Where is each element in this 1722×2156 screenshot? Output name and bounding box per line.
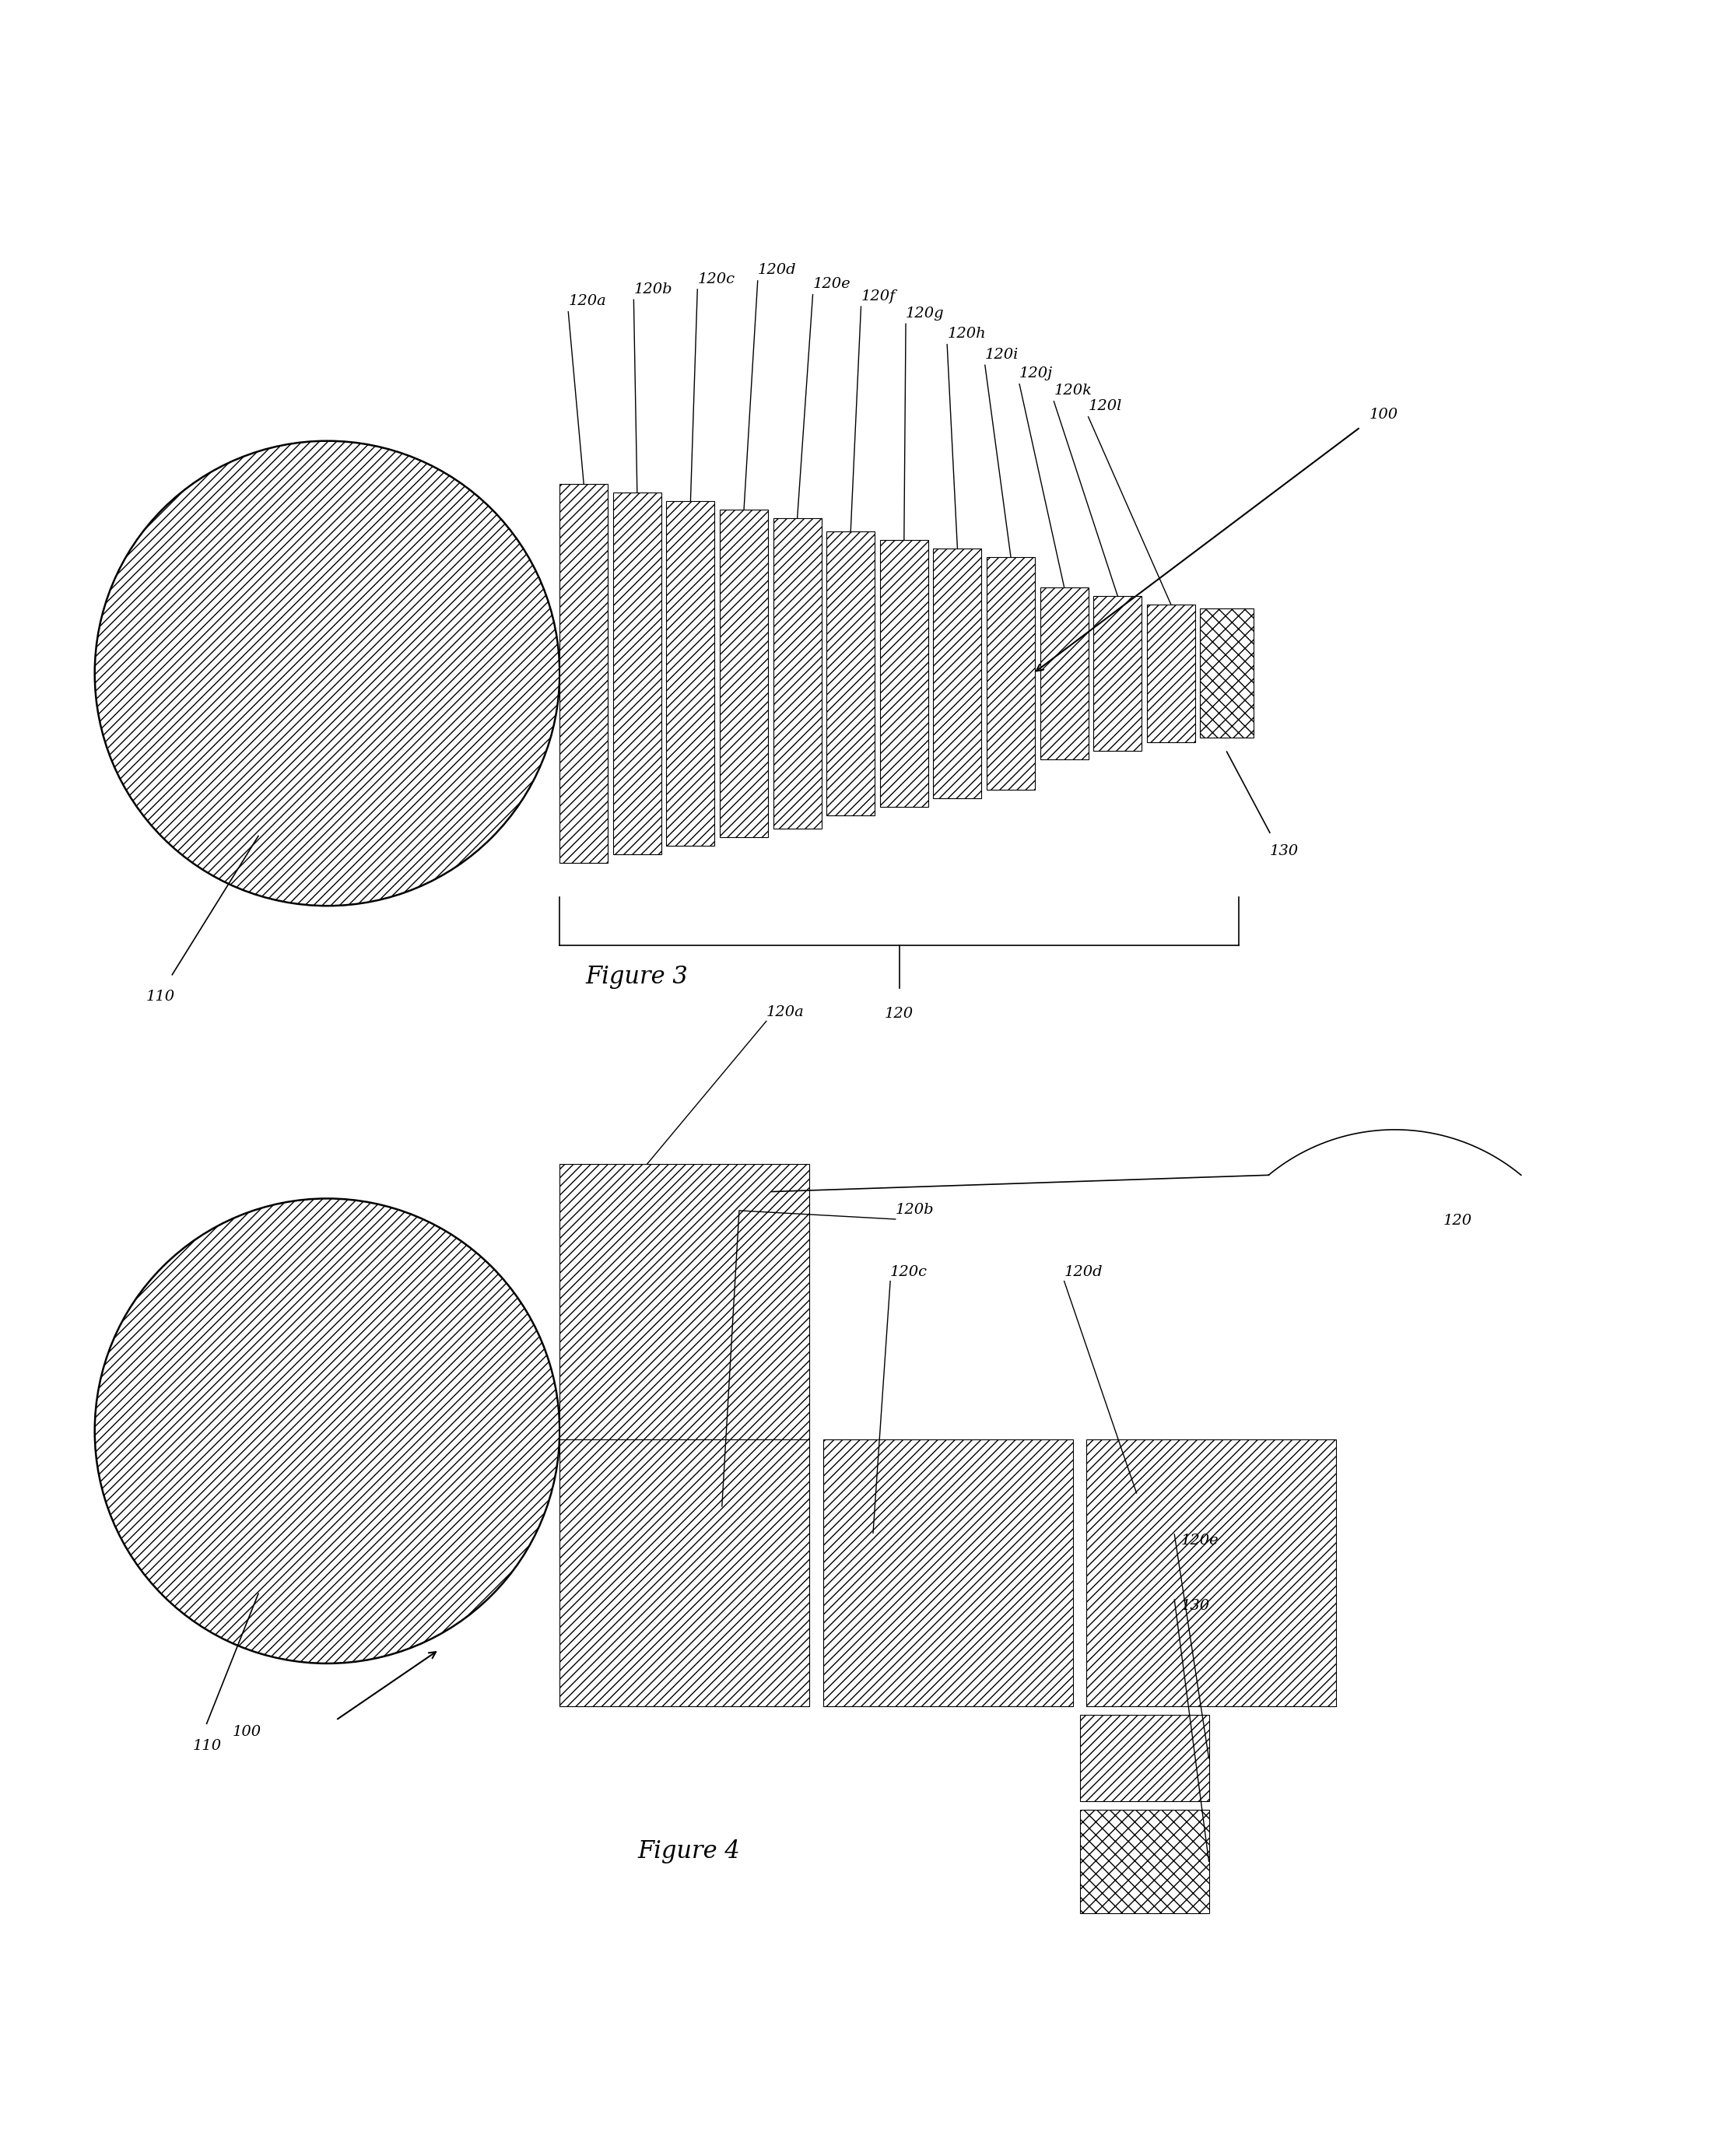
Bar	[1080, 1714, 1209, 1800]
Text: 130: 130	[1269, 845, 1298, 858]
Text: 120d: 120d	[1064, 1266, 1102, 1279]
Bar	[666, 500, 715, 845]
Bar	[987, 556, 1035, 789]
Text: 120: 120	[1443, 1214, 1472, 1227]
Bar	[1080, 1809, 1209, 1912]
Text: 120a: 120a	[766, 1005, 804, 1020]
Text: 120l: 120l	[1088, 399, 1123, 414]
Bar	[1200, 608, 1254, 737]
Text: 120e: 120e	[813, 278, 851, 291]
Text: 120k: 120k	[1054, 384, 1092, 399]
Text: 120b: 120b	[634, 282, 672, 295]
Bar	[613, 492, 661, 854]
Text: 110: 110	[146, 990, 176, 1005]
Bar	[827, 530, 875, 815]
Text: Figure 3: Figure 3	[585, 964, 689, 990]
Text: 120b: 120b	[895, 1203, 933, 1218]
Bar	[720, 509, 768, 837]
Bar	[1087, 1440, 1336, 1705]
Bar	[773, 517, 821, 828]
Text: 110: 110	[193, 1738, 222, 1753]
Text: 100: 100	[232, 1725, 262, 1740]
Bar	[933, 548, 982, 798]
Text: 100: 100	[1369, 407, 1398, 423]
Text: 120i: 120i	[985, 347, 1019, 362]
Text: 120h: 120h	[947, 328, 985, 341]
Bar	[1093, 595, 1142, 750]
Text: 120a: 120a	[568, 295, 606, 308]
Circle shape	[95, 442, 560, 906]
Text: 120e: 120e	[1181, 1533, 1219, 1548]
Bar	[1040, 586, 1088, 759]
Text: 120c: 120c	[890, 1266, 928, 1279]
Text: 120f: 120f	[861, 289, 895, 304]
Text: 120g: 120g	[906, 306, 944, 321]
Bar	[560, 483, 608, 862]
Bar	[560, 1164, 809, 1440]
Text: 120c: 120c	[697, 272, 735, 287]
Text: Figure 4: Figure 4	[637, 1839, 740, 1863]
Bar	[880, 539, 928, 806]
Text: 120d: 120d	[758, 263, 796, 278]
Text: 120j: 120j	[1019, 367, 1052, 382]
Bar	[560, 1440, 809, 1705]
Text: 130: 130	[1181, 1600, 1211, 1613]
Text: 120: 120	[885, 1007, 914, 1020]
Circle shape	[95, 1199, 560, 1664]
Bar	[823, 1440, 1073, 1705]
Bar	[1147, 604, 1195, 742]
